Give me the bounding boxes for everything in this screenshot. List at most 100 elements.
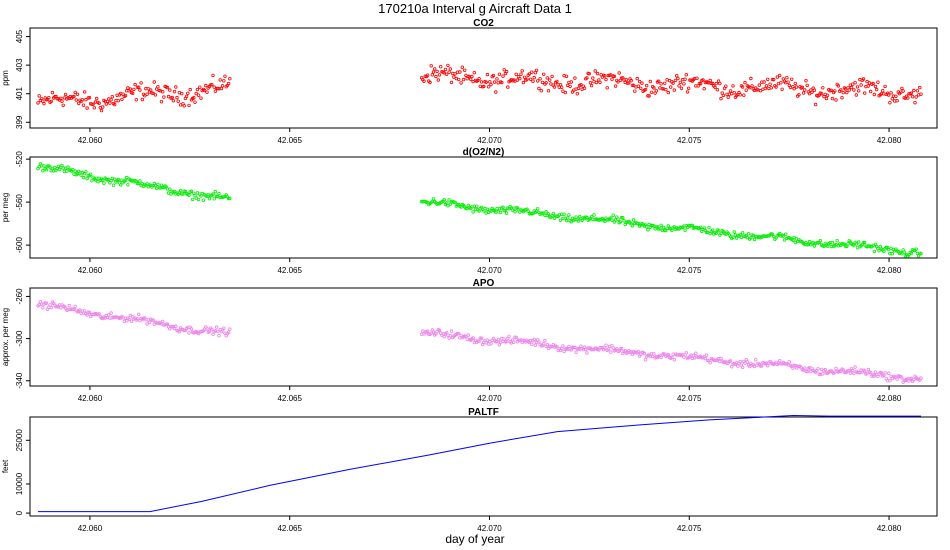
data-point <box>92 106 96 110</box>
data-point <box>448 67 452 71</box>
data-point <box>85 106 89 110</box>
paltf-line <box>38 414 921 513</box>
data-point <box>703 356 708 361</box>
panel-title: d(O2/N2) <box>463 147 505 158</box>
data-point <box>639 86 643 90</box>
data-point <box>522 75 527 79</box>
plot-frame <box>29 156 938 259</box>
data-point <box>212 85 216 89</box>
data-point <box>175 95 179 100</box>
data-point <box>760 364 764 368</box>
data-point <box>637 79 642 84</box>
data-series <box>419 63 923 107</box>
data-point <box>889 91 893 95</box>
data-point <box>222 326 226 330</box>
y-tick-label: -560 <box>15 194 24 211</box>
data-point <box>489 82 493 87</box>
data-point <box>731 235 735 239</box>
data-point <box>909 91 914 95</box>
data-point <box>532 337 536 342</box>
data-point <box>915 89 920 93</box>
data-point <box>640 81 644 85</box>
data-point <box>708 361 712 365</box>
data-point <box>757 83 761 87</box>
data-point <box>42 101 46 106</box>
data-point <box>425 329 430 333</box>
data-point <box>909 251 914 255</box>
data-point <box>498 210 503 215</box>
data-point <box>762 80 766 84</box>
data-series <box>419 197 923 258</box>
data-point <box>685 90 690 94</box>
data-point <box>801 91 806 95</box>
data-point <box>61 103 65 107</box>
x-tick-label: 42.080 <box>877 524 902 533</box>
data-point <box>42 164 46 168</box>
data-point <box>180 192 184 196</box>
data-point <box>883 371 887 375</box>
data-point <box>544 209 548 214</box>
data-point <box>666 90 670 95</box>
data-point <box>588 80 593 85</box>
data-point <box>774 85 778 89</box>
data-point <box>610 77 614 81</box>
data-point <box>87 310 92 315</box>
data-point <box>448 334 452 338</box>
data-point <box>797 93 801 97</box>
data-point <box>690 223 694 227</box>
data-point <box>595 71 600 76</box>
data-point <box>784 232 788 236</box>
data-point <box>67 303 71 308</box>
data-point <box>66 165 70 169</box>
data-point <box>106 313 111 317</box>
data-point <box>496 337 500 342</box>
data-point <box>631 218 636 222</box>
data-point <box>645 225 649 229</box>
data-point <box>803 88 807 92</box>
data-point <box>182 104 186 108</box>
data-point <box>512 340 516 344</box>
data-point <box>695 76 699 80</box>
data-point <box>611 213 615 217</box>
data-point <box>786 80 790 84</box>
data-point <box>187 103 191 108</box>
data-point <box>732 90 736 95</box>
data-point <box>611 346 615 350</box>
data-point <box>582 86 587 90</box>
data-point <box>603 74 607 78</box>
data-point <box>736 364 740 368</box>
data-point <box>624 77 629 82</box>
data-point <box>775 75 779 79</box>
data-point <box>766 77 770 82</box>
data-point <box>833 89 837 93</box>
data-point <box>501 205 505 209</box>
data-point <box>623 349 627 353</box>
data-point <box>228 76 232 81</box>
data-point <box>677 84 681 88</box>
data-point <box>207 196 212 201</box>
data-point <box>180 91 184 96</box>
data-point <box>584 347 588 352</box>
data-point <box>491 73 496 78</box>
data-point <box>875 87 879 92</box>
x-tick-label: 42.080 <box>877 136 902 145</box>
data-point <box>168 88 172 92</box>
data-point <box>740 85 745 89</box>
data-point <box>151 318 155 322</box>
data-point <box>63 92 68 97</box>
data-point <box>646 228 650 232</box>
data-point <box>532 75 536 80</box>
data-point <box>136 85 141 89</box>
data-point <box>825 93 830 97</box>
data-point <box>779 80 783 85</box>
data-point <box>643 358 648 362</box>
data-point <box>823 367 827 372</box>
data-point <box>210 82 214 87</box>
data-point <box>82 309 87 313</box>
data-point <box>616 80 620 84</box>
data-point <box>890 97 894 101</box>
x-tick-label: 42.065 <box>277 394 302 403</box>
data-point <box>872 249 876 254</box>
data-point <box>211 192 215 196</box>
data-point <box>627 81 631 85</box>
